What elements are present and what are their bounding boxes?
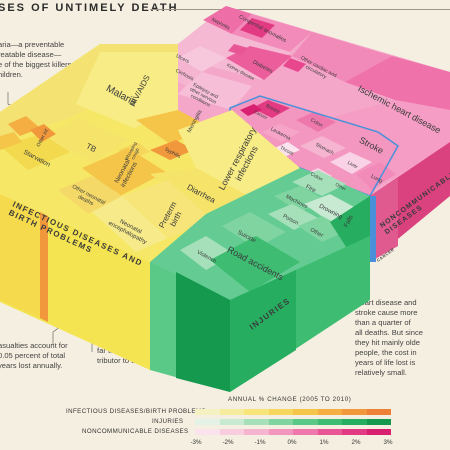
other-injury-cell <box>298 216 348 242</box>
cancer-breast-cell <box>252 100 290 118</box>
legend-swatch-step <box>366 409 391 415</box>
legend-tick: 1% <box>319 439 329 446</box>
legend-swatch-step <box>342 429 367 435</box>
legend-swatch-step <box>219 419 244 425</box>
title-rule <box>150 9 450 10</box>
legend-tick: -3% <box>190 439 202 446</box>
legend-swatch-step <box>195 419 220 425</box>
cirrhosis-cell <box>178 58 202 86</box>
cancer-side-outline <box>370 196 376 262</box>
legend-swatch-step <box>317 409 342 415</box>
legend-swatch-step <box>366 419 391 425</box>
kidney-accent <box>228 44 248 55</box>
cancer-liver-cell <box>330 152 372 174</box>
legend-swatch-infectious <box>195 409 391 415</box>
legend-swatch-step <box>244 429 269 435</box>
legend-swatch-step <box>317 429 342 435</box>
legend-swatch-step <box>293 409 318 415</box>
other-cardio-cell <box>292 32 392 82</box>
legend-swatch-step <box>342 419 367 425</box>
legend-swatch-step <box>195 409 220 415</box>
injuries-front-mid <box>230 270 296 392</box>
other-inf-cell <box>30 124 56 142</box>
cardio-accent <box>283 58 306 72</box>
legend-tick: -1% <box>254 439 266 446</box>
label-lung: Lung <box>370 174 384 185</box>
fire-cell <box>292 170 346 196</box>
road-accidents-cell <box>210 236 300 292</box>
ischemic-cell <box>345 56 450 110</box>
falls-cell <box>330 196 370 250</box>
neonatal-enc-cell <box>92 196 168 252</box>
legend-swatch-step <box>342 409 367 415</box>
legend-swatch-noncommunicable <box>195 429 391 435</box>
legend-swatch-step <box>317 419 342 425</box>
meningitis-cell <box>136 110 212 144</box>
legend-swatch-step <box>195 429 220 435</box>
preterm-cell <box>122 180 210 238</box>
legend-tick: 3% <box>383 439 393 446</box>
label-other-cancer: Other <box>335 182 348 192</box>
epilepsy-cell <box>178 72 252 110</box>
legend-swatch-step <box>293 419 318 425</box>
diarrhea-cell <box>150 168 248 214</box>
legend-tick: 0% <box>287 439 297 446</box>
infectious-front-left <box>0 194 40 318</box>
suicide-cell <box>222 212 286 248</box>
legend-swatch-step <box>219 409 244 415</box>
legend-label-injuries: INJURIES <box>152 418 184 425</box>
congenital-accent <box>240 18 275 38</box>
label-falls: Falls <box>343 215 354 229</box>
legend-title: ANNUAL % CHANGE (2005 TO 2010) <box>228 396 352 403</box>
injuries-front-dark <box>176 272 230 392</box>
label-colon: Colon <box>309 171 324 183</box>
tb-cell <box>42 118 130 162</box>
legend-tick: 2% <box>351 439 361 446</box>
cancer-stomach-cell <box>300 136 346 158</box>
legend-swatch-step <box>268 409 293 415</box>
annotation-malaria: aria—a preventable reatable disease— e o… <box>0 40 72 79</box>
legend-label-noncommunicable: NONCOMMUNICABLE DISEASES <box>82 428 189 435</box>
annotation-casualties: asualties account for 0.05 percent of to… <box>0 341 68 370</box>
page-title: SES OF UNTIMELY DEATH <box>0 2 179 14</box>
legend-swatch-step <box>268 429 293 435</box>
nephritis-cell <box>203 6 252 34</box>
legend-swatch-step <box>244 419 269 425</box>
cancer-accent-a <box>240 104 262 116</box>
legend-swatch-step <box>244 409 269 415</box>
lower-resp-cell <box>178 110 300 196</box>
legend-swatch-step <box>366 429 391 435</box>
label-other-injury: Other <box>309 227 324 239</box>
label-cancer: Cancer <box>253 109 269 120</box>
legend-label-infectious: INFECTIOUS DISEASES/BIRTH PROBLEMS <box>66 408 207 415</box>
legend-swatch-injuries <box>195 419 391 425</box>
neonatal-infections-cell <box>82 148 166 196</box>
cancer-colon-rectal-cell <box>296 112 336 132</box>
other-neonatal-cell <box>58 176 122 214</box>
legend-tick: -2% <box>222 439 234 446</box>
legend-swatch-step <box>268 419 293 425</box>
inf-accent-cell <box>0 132 22 150</box>
syphilis-cell <box>150 140 194 160</box>
cancer-lung-cell <box>356 162 396 190</box>
infectious-front-stripe <box>40 212 48 322</box>
hiv-cell <box>76 52 178 128</box>
label-fire: Fire <box>304 184 317 194</box>
label-colon-rectal: Colon <box>309 117 324 129</box>
legend-swatch-step <box>293 429 318 435</box>
label-tb: TB <box>85 141 98 154</box>
ulcers-cell <box>178 46 226 72</box>
cancer-leukemia-cell <box>262 124 300 142</box>
noncomm-side-cancer <box>370 178 398 262</box>
label-liver: Liver <box>346 160 359 171</box>
legend-swatch-step <box>219 429 244 435</box>
diabetes-cell <box>226 46 292 80</box>
